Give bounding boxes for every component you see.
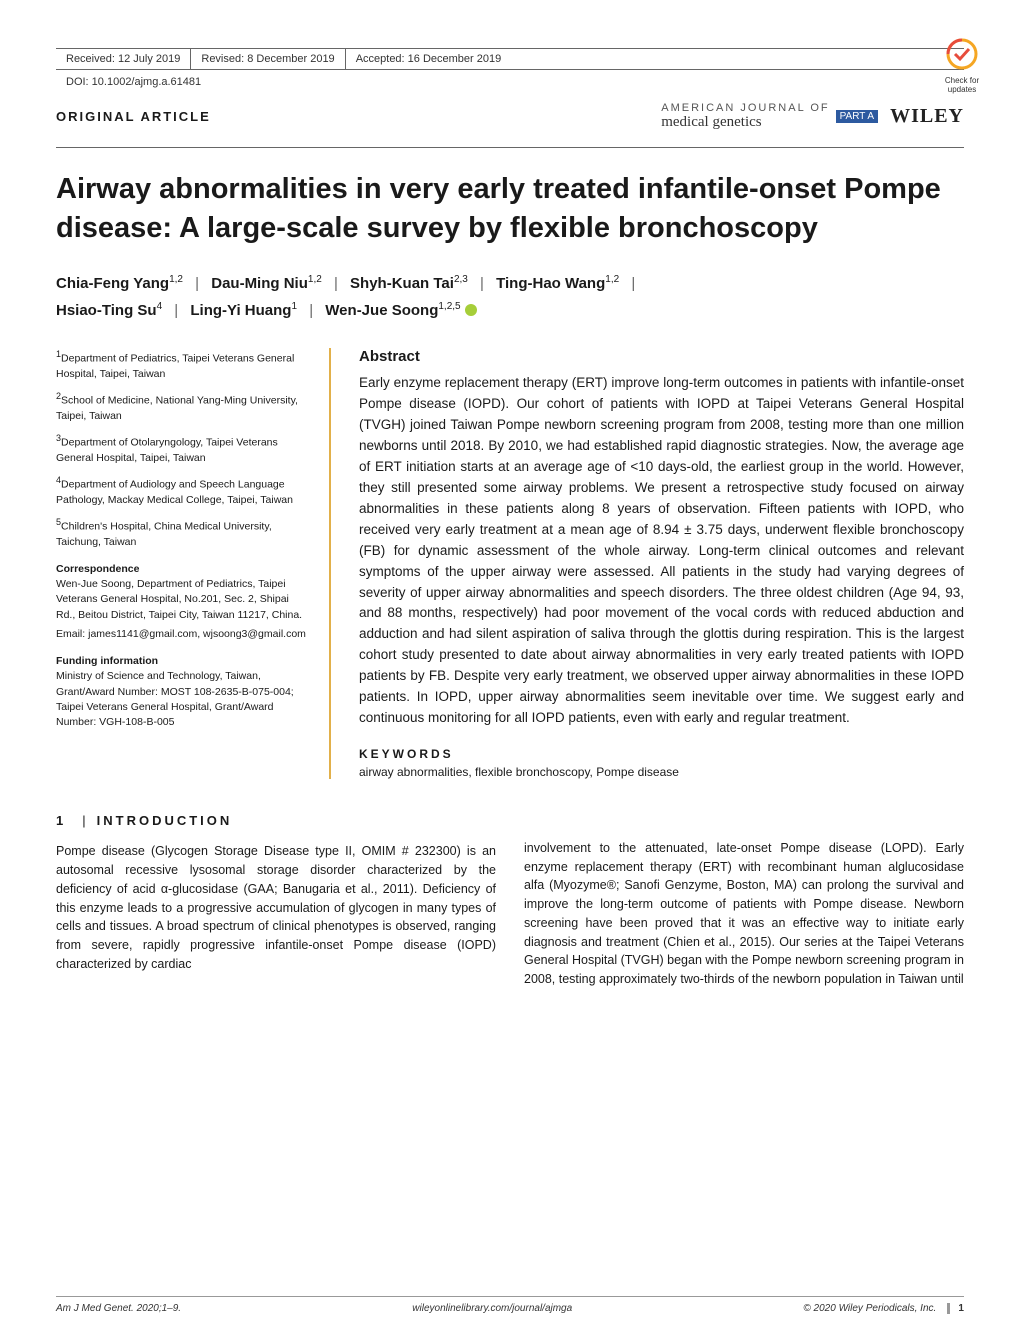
received-cell: Received: 12 July 2019 [56,49,191,69]
page-number: 1 [947,1303,964,1314]
author-separator: | [187,275,207,292]
publisher-logo: WILEY [890,105,964,128]
section-heading: 1|INTRODUCTION [56,811,496,831]
body-two-column: 1|INTRODUCTION Pompe disease (Glycogen S… [56,811,964,989]
article-type: ORIGINAL ARTICLE [56,109,211,124]
accepted-cell: Accepted: 16 December 2019 [346,49,512,69]
author-separator: | [166,302,186,319]
author: Dau-Ming Niu1,2 [211,275,322,292]
author: Chia-Feng Yang1,2 [56,275,183,292]
orcid-icon[interactable] [465,304,477,316]
email-link[interactable]: james1141@gmail.com, wjsoong3@gmail.com [88,628,306,640]
affiliation: 2School of Medicine, National Yang-Ming … [56,390,309,424]
affiliation: 3Department of Otolaryngology, Taipei Ve… [56,432,309,466]
author-separator: | [326,275,346,292]
author-separator: | [623,275,643,292]
article-title: Airway abnormalities in very early treat… [56,170,964,248]
body-paragraph: involvement to the attenuated, late-onse… [524,839,964,989]
journal-brand-small: AMERICAN JOURNAL OF [661,102,829,114]
section-title: INTRODUCTION [97,813,233,828]
page-footer: Am J Med Genet. 2020;1–9. wileyonlinelib… [56,1296,964,1314]
correspondence-text: Wen-Jue Soong, Department of Pediatrics,… [56,577,309,623]
left-meta-column: 1Department of Pediatrics, Taipei Vetera… [56,348,331,779]
received-label: Received: [66,53,115,65]
keywords-list: airway abnormalities, flexible bronchosc… [359,765,964,779]
author-separator: | [301,302,321,319]
author: Ling-Yi Huang1 [190,302,297,319]
funding-label: Funding information [56,654,309,669]
journal-brand: AMERICAN JOURNAL OF medical genetics PAR… [661,102,964,131]
abstract-body: Early enzyme replacement therapy (ERT) i… [359,373,964,729]
revised-date: 8 December 2019 [247,53,334,65]
abstract-heading: Abstract [359,348,964,365]
article-dates-row: Received: 12 July 2019 Revised: 8 Decemb… [56,48,964,70]
correspondence-label: Correspondence [56,562,309,577]
affiliation: 5Children's Hospital, China Medical Univ… [56,516,309,550]
check-updates-label: Check for updates [945,76,979,94]
revised-cell: Revised: 8 December 2019 [191,49,345,69]
correspondence-emails: Email: james1141@gmail.com, wjsoong3@gma… [56,627,309,642]
author: Ting-Hao Wang1,2 [496,275,619,292]
funding-text: Ministry of Science and Technology, Taiw… [56,669,309,730]
horizontal-rule [56,147,964,148]
check-updates-icon [942,36,982,76]
footer-copyright: © 2020 Wiley Periodicals, Inc. [803,1303,936,1314]
journal-brand-main: medical genetics [661,114,761,130]
affiliation: 4Department of Audiology and Speech Lang… [56,474,309,508]
authors-block: Chia-Feng Yang1,2 | Dau-Ming Niu1,2 | Sh… [56,270,964,324]
check-updates-badge[interactable]: Check for updates [934,36,990,94]
abstract-column: Abstract Early enzyme replacement therap… [359,348,964,779]
author: Wen-Jue Soong1,2,5 [325,302,476,319]
accepted-date: 16 December 2019 [408,53,502,65]
section-number: 1 [56,813,66,828]
author: Shyh-Kuan Tai2,3 [350,275,468,292]
affiliation: 1Department of Pediatrics, Taipei Vetera… [56,348,309,382]
body-paragraph: Pompe disease (Glycogen Storage Disease … [56,842,496,973]
accepted-label: Accepted: [356,53,405,65]
footer-url[interactable]: wileyonlinelibrary.com/journal/ajmga [412,1303,572,1314]
received-date: 12 July 2019 [118,53,180,65]
journal-part-badge: PART A [836,110,878,123]
footer-citation: Am J Med Genet. 2020;1–9. [56,1303,181,1314]
doi: DOI: 10.1002/ajmg.a.61481 [56,70,964,102]
author: Hsiao-Ting Su4 [56,302,162,319]
keywords-heading: KEYWORDS [359,747,964,761]
revised-label: Revised: [201,53,244,65]
author-separator: | [472,275,492,292]
